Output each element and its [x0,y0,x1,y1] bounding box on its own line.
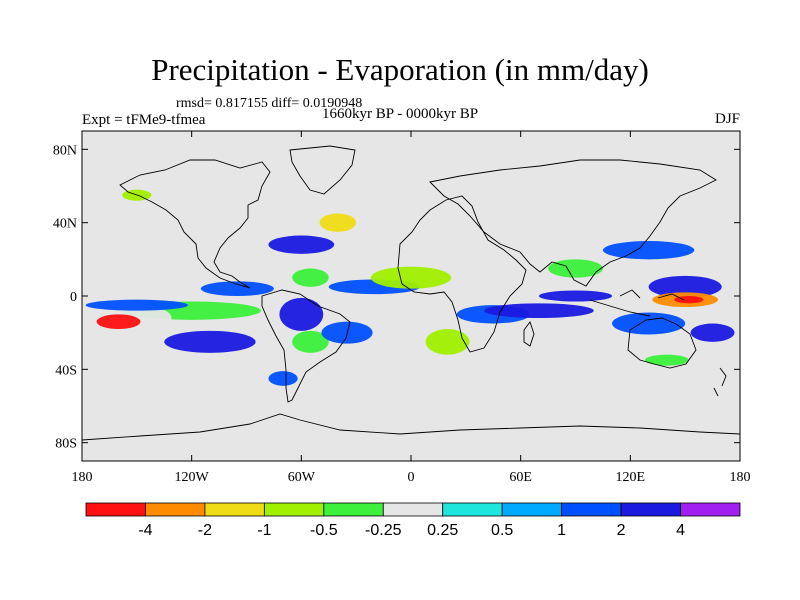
field-region-9 [292,268,329,287]
period-label: 1660kyr BP - 0000kyr BP [322,106,479,122]
colorbar-label: 1 [557,522,566,539]
colorbar-label: 4 [676,522,685,539]
experiment-label: Expt = tFMe9-tfmea [82,112,206,128]
colorbar-swatch [680,502,741,517]
field-region-22 [674,296,704,304]
field-region-3 [85,299,189,311]
colorbar-label: -1 [257,522,271,539]
field-region-5 [164,330,256,353]
coastline-madagascar [523,321,535,347]
colorbar-swatch [501,502,563,517]
coastline-south-america [261,289,351,403]
colorbar-swatch [561,502,622,517]
field-region-20 [648,275,722,298]
colorbar-label: -0.5 [310,522,338,539]
colorbar-swatch [382,502,444,517]
field-region-26 [268,371,298,386]
coastline-greenland [289,145,356,195]
season-label: DJF [714,111,740,127]
colorbar-swatch [204,502,265,517]
field-region-18 [548,259,603,278]
colorbar-label: -0.25 [365,522,402,539]
field-region-4 [200,281,274,296]
y-tick-label: 80N [53,143,77,158]
field-region-7 [292,330,329,353]
field-region-11 [319,213,357,232]
x-tick-label: 0 [408,470,415,485]
colorbar-swatch [620,502,681,517]
colorbar-swatch [442,502,503,517]
colorbar-swatch [323,502,384,517]
field-region-10 [268,235,335,254]
coastline-antarctica [82,413,740,441]
coastline-new-zealand [713,367,727,397]
field-region-13 [370,266,452,289]
stats-label: rmsd= 0.817155 diff= 0.0190948 [176,96,363,111]
y-tick-label: 40N [53,217,77,232]
field-region-6 [279,297,324,331]
field-region-19 [602,241,695,260]
field-region-16 [484,303,594,318]
y-tick-label: 40S [55,363,77,378]
colorbar-label: -2 [198,522,212,539]
field-region-14 [425,329,470,355]
coastline-indonesia [589,289,685,317]
x-tick-label: 60W [288,470,316,485]
field-region-2 [96,314,141,329]
x-tick-label: 180 [730,470,751,485]
colorbar-label: 0.25 [427,522,458,539]
colorbar-swatch [85,502,146,517]
coastline-north-america [119,159,271,289]
field-region-27 [644,354,689,366]
x-tick-label: 120W [175,470,210,485]
colorbar-swatch [263,502,325,517]
y-tick-label: 80S [55,437,77,452]
map-background [82,131,740,461]
colorbar-label: -4 [138,522,152,539]
x-tick-label: 180 [72,470,93,485]
colorbar-label: 2 [617,522,626,539]
coastline-europe-africa [397,195,527,353]
colorbar-label: 0.5 [491,522,513,539]
x-tick-label: 60E [509,470,532,485]
colorbar-swatch [145,502,206,517]
field-region-24 [690,323,735,342]
x-tick-label: 120E [616,470,646,485]
coastline-australia [627,317,697,369]
coastline-eurasia [429,159,717,287]
field-region-23 [612,312,686,335]
chart-title: Precipitation - Evaporation (in mm/day) [151,52,649,87]
field-region-17 [538,290,613,302]
y-tick-label: 0 [70,290,77,305]
